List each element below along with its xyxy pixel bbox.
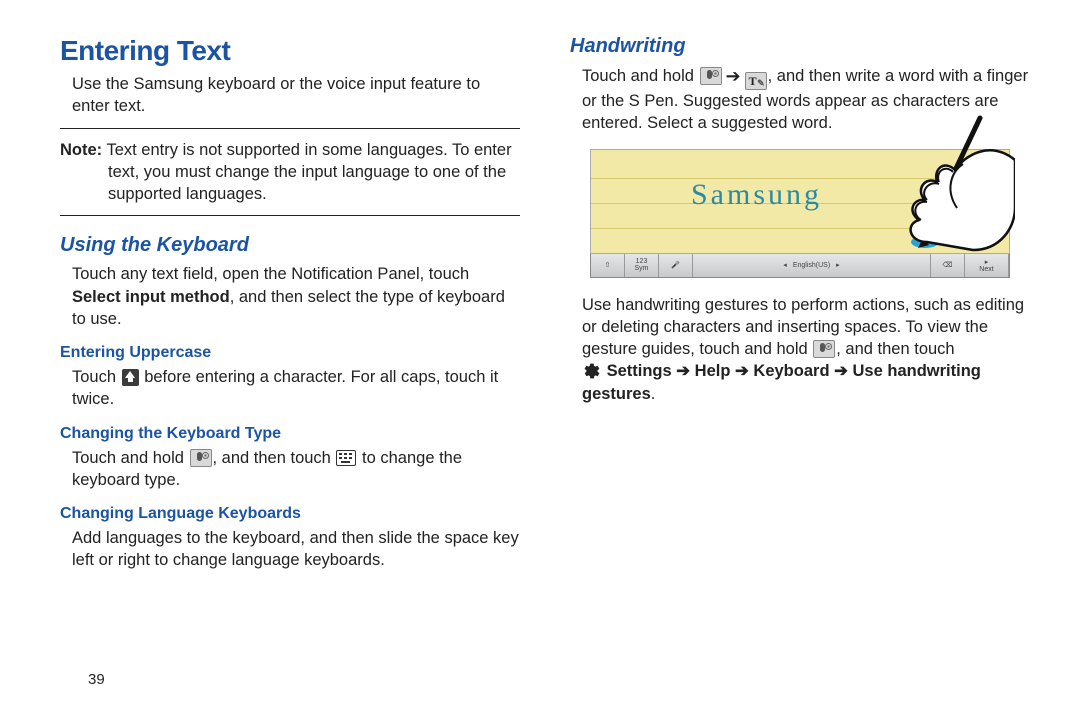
handwriting-sample-text: Samsung: [691, 178, 822, 212]
handwriting-mode-icon: T: [745, 72, 767, 90]
hand-p1-a: Touch and hold: [582, 67, 699, 85]
kb-p-bold: Select input method: [72, 288, 230, 306]
arrow-icon: ➔: [723, 66, 744, 86]
note-paragraph: Note: Text entry is not supported in som…: [60, 139, 520, 206]
hand-p2-c: .: [651, 385, 656, 403]
settings-gear-icon: [583, 362, 601, 380]
language-paragraph: Add languages to the keyboard, and then …: [60, 527, 520, 572]
divider-bottom: [60, 215, 520, 216]
h3-keyboard-type: Changing the Keyboard Type: [60, 425, 520, 443]
kb-sym-key: 123 Sym: [625, 254, 659, 277]
left-column: Entering Text Use the Samsung keyboard o…: [60, 35, 520, 700]
hand-p2-b: , and then touch: [836, 340, 954, 358]
kb-p-a: Touch any text field, open the Notificat…: [72, 265, 469, 283]
note-label: Note:: [60, 141, 102, 159]
h1-entering-text: Entering Text: [60, 35, 520, 67]
handwriting-pad: Samsung: [590, 149, 1010, 254]
kb-space-left-arrow: ◂: [783, 261, 787, 269]
mic-gear-icon: [190, 449, 212, 467]
kb-sym-bot: Sym: [635, 265, 649, 272]
handwriting-figure: Samsung ⇧ 123: [590, 149, 1010, 278]
settings-path: Settings ➔ Help ➔ Keyboard ➔ Use handwri…: [582, 362, 981, 402]
upper-a: Touch: [72, 368, 121, 386]
note-text: Text entry is not supported in some lang…: [102, 141, 511, 204]
kb-space-right-arrow: ▸: [836, 261, 840, 269]
hand-with-pen-illustration: [845, 100, 1015, 270]
h3-language: Changing Language Keyboards: [60, 505, 520, 523]
intro-paragraph: Use the Samsung keyboard or the voice in…: [60, 73, 520, 118]
mic-gear-icon-3: [813, 340, 835, 358]
keyboard-paragraph: Touch any text field, open the Notificat…: [60, 263, 520, 330]
type-b: , and then touch: [213, 449, 336, 467]
page-number: 39: [88, 671, 105, 688]
mic-gear-icon-2: [700, 67, 722, 85]
h3-uppercase: Entering Uppercase: [60, 344, 520, 362]
hand-p2-a: Use handwriting gestures to perform acti…: [582, 296, 1024, 359]
keyboard-icon: [336, 450, 356, 466]
kb-sym-top: 123: [636, 258, 648, 265]
h2-using-keyboard: Using the Keyboard: [60, 234, 520, 257]
shift-key-icon: [122, 369, 139, 386]
handwriting-p2: Use handwriting gestures to perform acti…: [570, 294, 1030, 405]
uppercase-paragraph: Touch before entering a character. For a…: [60, 366, 520, 411]
manual-page: Entering Text Use the Samsung keyboard o…: [0, 0, 1080, 720]
kb-space-label: English(US): [793, 262, 830, 269]
h2-handwriting: Handwriting: [570, 35, 1030, 58]
right-column: Handwriting Touch and hold ➔T , and then …: [570, 35, 1030, 700]
kb-mic-key: 🎤: [659, 254, 693, 277]
type-a: Touch and hold: [72, 449, 189, 467]
kb-shift-icon: ⇧: [591, 254, 625, 277]
divider-top: [60, 128, 520, 129]
kbtype-paragraph: Touch and hold , and then touch to chang…: [60, 447, 520, 492]
